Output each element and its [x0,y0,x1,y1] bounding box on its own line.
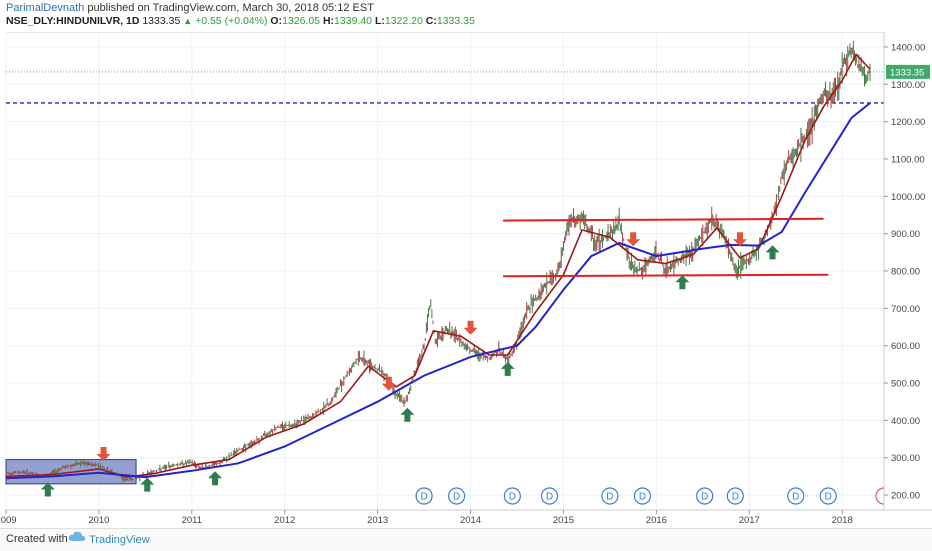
cloud-icon [68,531,86,541]
price-tick-label: 1400.00 [891,42,925,53]
price-tick-label: 700.00 [891,304,920,315]
time-tick-label: 2013 [367,515,388,526]
time-tick-label: 2012 [274,515,295,526]
last-price-tag-label: 1333.35 [890,67,924,78]
price-tick-label: 1000.00 [891,192,925,203]
price-tick-label: 800.00 [891,267,920,278]
open-label: O: [270,15,283,27]
price-tick-label: 1300.00 [891,80,925,91]
close-value: 1333.35 [436,15,475,27]
time-axis[interactable]: 2009 2010 2011 2012 2013 2014 2015 2016 2017 2018 [0,509,932,526]
down-arrow-icon [381,376,396,391]
brand-label: TradingView [89,534,150,547]
author-link[interactable]: ParimalDevnath [6,2,85,14]
footer-bar: Created with TradingView [0,528,932,551]
dividend-marker [540,487,559,505]
time-tick-label: 2009 [0,515,17,526]
channel-support-line [503,273,829,278]
price-tick-label: 300.00 [891,453,920,464]
close-label: C: [425,15,437,27]
last-price-tag [886,64,930,79]
low-value: 1322.20 [384,15,423,27]
up-arrow-icon [400,407,415,422]
dividend-marker [503,487,521,505]
fast-ema-line [5,53,871,478]
up-arrow-icon [500,361,515,376]
time-tick-label: 2015 [553,515,574,526]
down-arrow-icon [96,446,111,461]
dividend-marker [819,487,837,505]
open-value: 1326.05 [282,15,321,27]
up-triangle-icon: ▲ [183,16,193,26]
price-change: +0.55 (+0.04%) [195,15,268,27]
high-value: 1339.40 [334,15,373,27]
price-chart[interactable]: D D D D D D D D D D 200.00 300.00 400.00 500.00 600.0… [0,32,932,526]
down-arrow-icon [463,320,478,335]
time-tick-label: 2016 [646,515,667,526]
dividend-marker [633,487,652,505]
price-tick-label: 1100.00 [891,154,925,165]
down-arrow-icon [626,232,641,247]
dividend-marker-label: D [453,492,460,503]
up-arrow-icon [140,477,155,492]
dividend-marker-label: D [509,492,516,503]
up-arrow-icon [675,275,690,290]
price-tick-label: 600.00 [891,341,920,352]
price-tick-label: 500.00 [891,379,920,390]
price-tick-label: 400.00 [891,416,920,427]
dividend-marker-label: D [606,492,613,503]
horizontal-lines [6,71,884,104]
last-price: 1333.35 [142,15,181,27]
created-with-text: Created with [6,533,68,545]
time-tick-label: 2018 [832,515,853,526]
dividend-marker-label: D [701,492,708,503]
dividend-marker-label: D [825,492,832,503]
price-tick-label: 200.00 [891,491,920,502]
price-tick-label: 900.00 [891,229,920,240]
dividend-marker [448,487,466,505]
dividend-marker [415,487,433,505]
dividend-marker-label: D [639,492,646,503]
high-label: H: [322,15,335,27]
dividend-marker [601,487,619,505]
symbol-label: NSE_DLY:HINDUNILVR, 1D [6,15,140,27]
moving-averages [5,53,871,480]
channel-lines[interactable] [503,217,829,278]
time-tick-label: 2010 [88,515,109,526]
dividend-marker-label: D [546,492,553,503]
ohlc-legend: NSE_DLY:HINDUNILVR, 1D 1333.35 ▲ +0.55 (… [6,15,475,27]
publisher-line: ParimalDevnath published on TradingView.… [6,2,374,14]
tradingview-logo[interactable]: TradingView [68,531,150,546]
price-tick-label: 1200.00 [891,117,925,128]
dividend-marker [787,487,805,505]
time-tick-label: 2011 [182,515,202,526]
up-arrow-icon [208,471,223,486]
price-axis-bg [884,32,932,510]
up-arrow-icon [40,482,55,497]
dividend-marker [726,487,744,505]
channel-resistance-line [503,217,824,222]
published-text: published on TradingView.com, March 30, … [87,2,374,14]
dividend-marker [696,487,714,505]
dividend-marker-label: D [732,492,739,503]
price-bars [5,40,871,483]
price-axis[interactable]: 200.00 300.00 400.00 500.00 600.00 700.00 800.… [883,32,932,510]
dividend-marker-label: D [420,492,427,503]
dividend-marker-label: D [792,492,799,503]
time-tick-label: 2014 [460,515,481,526]
up-arrow-icon [765,245,780,260]
time-tick-label: 2017 [739,515,760,526]
slow-ema-line [5,102,871,480]
grid [5,32,885,511]
down-arrow-icon [732,232,747,247]
signal-arrows[interactable] [40,232,780,497]
low-label: L: [374,15,385,27]
